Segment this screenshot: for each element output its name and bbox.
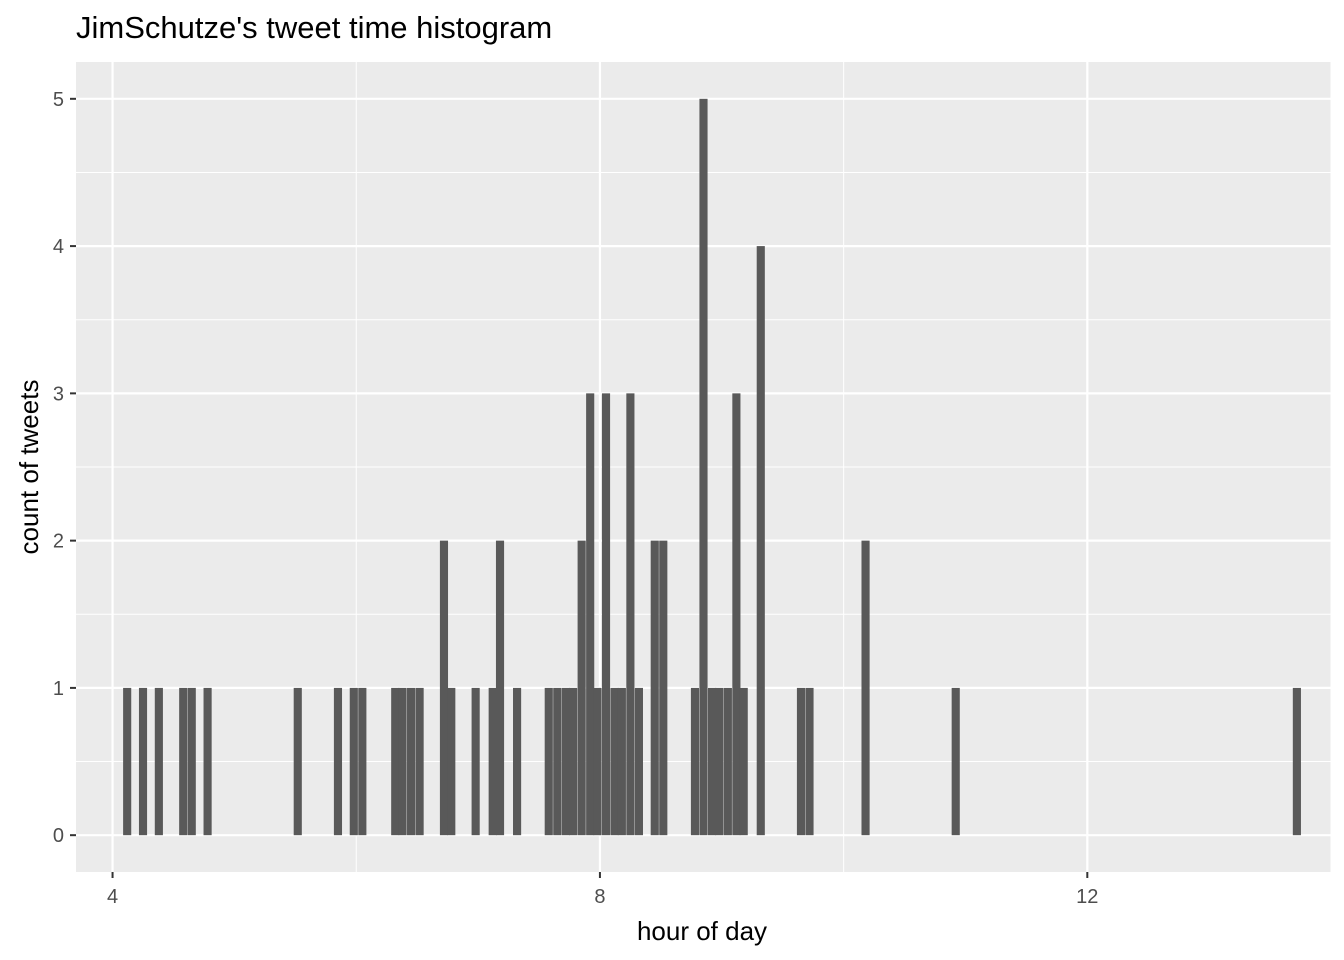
- histogram-bar: [187, 687, 196, 836]
- histogram-bar: [796, 687, 806, 836]
- histogram-bar: [690, 687, 700, 836]
- histogram-bar: [586, 393, 595, 836]
- x-axis: 4 8 12: [107, 872, 1098, 908]
- histogram-bar: [601, 393, 611, 836]
- histogram-bar: [707, 687, 717, 836]
- y-tick-label: 4: [53, 236, 64, 258]
- histogram-bar: [634, 687, 643, 836]
- histogram-bars: [123, 98, 1301, 836]
- x-tick-label: 4: [107, 886, 118, 908]
- histogram-bar: [951, 687, 960, 836]
- histogram-bar: [626, 393, 635, 836]
- histogram-bar: [569, 687, 578, 836]
- histogram-bar: [659, 540, 668, 836]
- x-tick-label: 8: [594, 886, 605, 908]
- histogram-bar: [391, 687, 400, 836]
- histogram-bar: [358, 687, 367, 836]
- histogram-bar: [544, 687, 553, 836]
- histogram-bar: [179, 687, 188, 836]
- histogram-bar: [415, 687, 424, 836]
- histogram-bar: [723, 687, 732, 836]
- histogram-bar: [439, 540, 449, 836]
- chart-title: JimSchutze's tweet time histogram: [76, 10, 553, 45]
- histogram-bar: [488, 687, 497, 836]
- histogram-bar: [1292, 687, 1301, 836]
- y-axis-title: count of tweets: [14, 380, 44, 555]
- histogram-bar: [154, 687, 163, 836]
- histogram-bar: [732, 393, 741, 836]
- histogram-bar: [407, 687, 416, 836]
- y-tick-label: 2: [53, 531, 64, 553]
- histogram-bar: [699, 98, 708, 836]
- histogram-bar: [203, 687, 212, 836]
- histogram-bar: [577, 540, 586, 836]
- histogram-bar: [610, 687, 619, 836]
- x-tick-label: 12: [1076, 886, 1098, 908]
- histogram-bar: [293, 687, 302, 836]
- y-tick-label: 5: [53, 89, 64, 111]
- histogram-bar: [715, 687, 724, 836]
- y-tick-label: 3: [53, 383, 64, 405]
- histogram-bar: [349, 687, 358, 836]
- histogram-bar: [123, 687, 132, 836]
- y-tick-label: 1: [53, 678, 64, 700]
- x-axis-title: hour of day: [637, 916, 767, 946]
- histogram-bar: [805, 687, 814, 836]
- y-tick-label: 0: [53, 825, 64, 847]
- histogram-bar: [593, 687, 602, 836]
- histogram-bar: [447, 687, 456, 836]
- histogram-bar: [495, 540, 505, 836]
- histogram-bar: [333, 687, 343, 836]
- histogram-bar: [650, 540, 659, 836]
- histogram-bar: [739, 687, 748, 836]
- y-axis: 0 1 2 3 4 5: [53, 89, 76, 847]
- histogram-bar: [513, 687, 522, 836]
- histogram-bar: [561, 687, 570, 836]
- histogram-bar: [471, 687, 480, 836]
- histogram-bar: [861, 540, 870, 836]
- histogram-bar: [617, 687, 626, 836]
- histogram-bar: [553, 687, 562, 836]
- histogram-bar: [398, 687, 407, 836]
- histogram-bar: [756, 246, 765, 836]
- histogram-bar: [138, 687, 148, 836]
